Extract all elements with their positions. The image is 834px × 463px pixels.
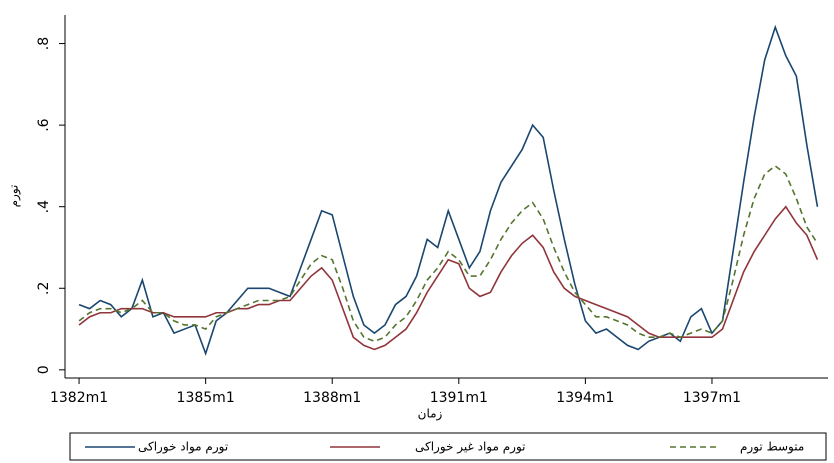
x-tick-label: 1382m1: [50, 390, 108, 406]
series-line: [78, 164, 819, 343]
x-tick-label: 1394m1: [556, 390, 614, 406]
y-tick-label: 0: [36, 365, 52, 374]
legend-label: متوسط تورم: [740, 440, 804, 455]
legend-label: تورم مواد غیر خوراکی: [415, 440, 526, 455]
x-tick-label: 1385m1: [177, 390, 235, 406]
x-tick-label: 1397m1: [683, 390, 741, 406]
y-axis-label: تورم: [7, 185, 22, 208]
y-tick-label: .2: [36, 282, 52, 295]
legend-label: تورم مواد خوراکی: [138, 440, 228, 455]
x-axis-label: زمان: [418, 407, 443, 422]
series-line: [78, 205, 819, 351]
x-tick-label: 1391m1: [430, 390, 488, 406]
series-line: [78, 24, 819, 356]
y-tick-label: .4: [36, 200, 52, 213]
y-tick-label: .6: [36, 118, 52, 131]
x-tick-label: 1388m1: [303, 390, 361, 406]
y-tick-label: .8: [36, 37, 52, 50]
legend-box: [69, 432, 827, 461]
